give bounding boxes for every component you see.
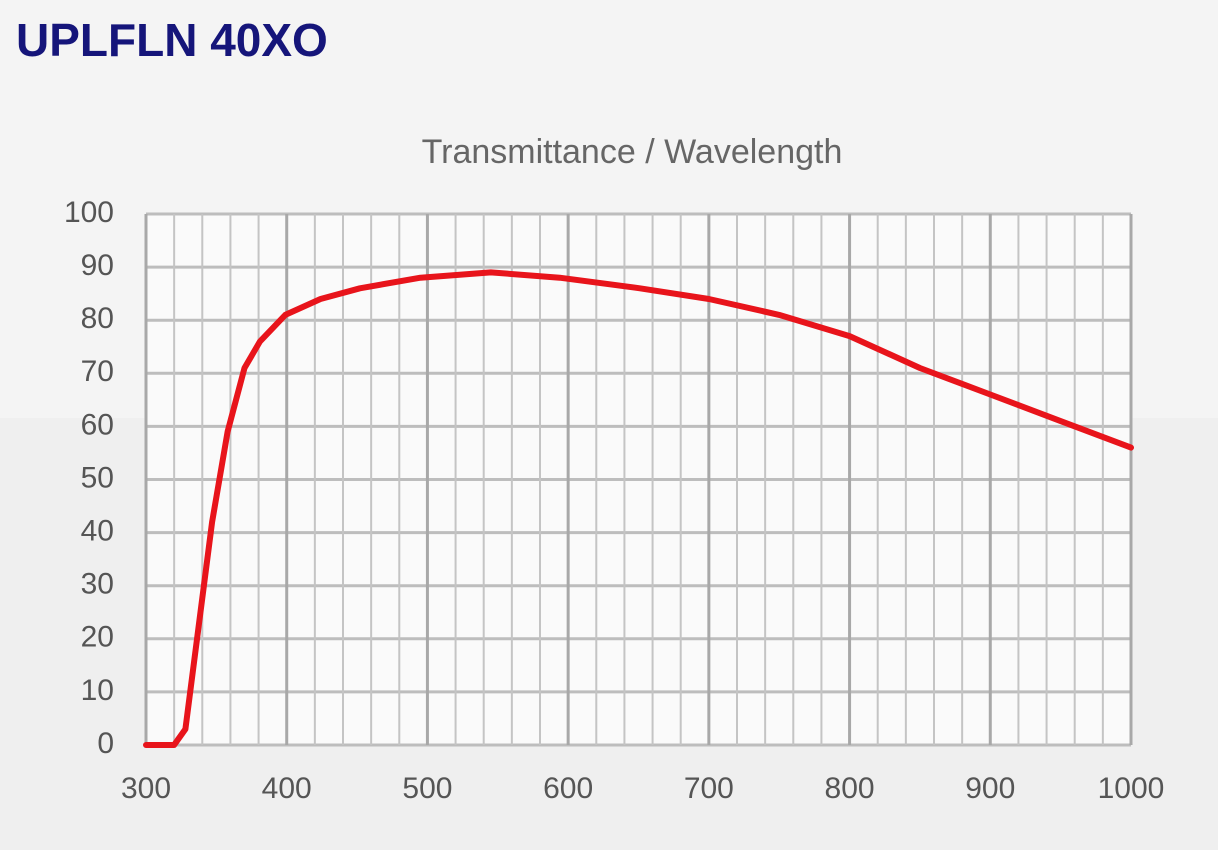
y-tick-label: 70 [81, 355, 114, 388]
y-tick-label: 20 [81, 621, 114, 654]
x-tick-label: 300 [121, 772, 171, 805]
x-tick-label: 500 [402, 772, 452, 805]
y-tick-label: 90 [81, 249, 114, 282]
x-tick-label: 600 [543, 772, 593, 805]
y-tick-label: 100 [64, 196, 114, 229]
y-tick-label: 40 [81, 515, 114, 548]
chart-title: Transmittance / Wavelength [422, 133, 843, 171]
y-tick-label: 10 [81, 674, 114, 707]
x-tick-label: 800 [825, 772, 875, 805]
y-tick-label: 50 [81, 461, 114, 494]
page-title: UPLFLN 40XO [16, 14, 328, 66]
y-tick-label: 80 [81, 302, 114, 335]
x-tick-label: 400 [262, 772, 312, 805]
x-tick-label: 1000 [1098, 772, 1165, 805]
y-tick-label: 60 [81, 408, 114, 441]
x-tick-label: 700 [684, 772, 734, 805]
y-tick-label: 0 [97, 727, 114, 760]
y-tick-label: 30 [81, 568, 114, 601]
line-series [143, 269, 1134, 748]
x-tick-label: 900 [965, 772, 1015, 805]
